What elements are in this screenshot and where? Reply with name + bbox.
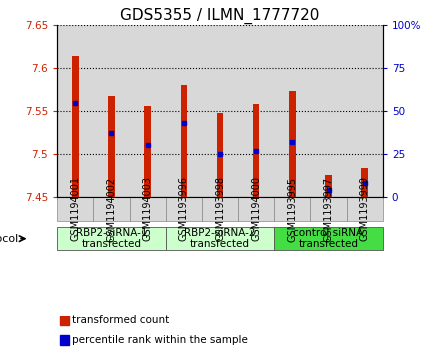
Bar <box>238 197 274 221</box>
Title: GDS5355 / ILMN_1777720: GDS5355 / ILMN_1777720 <box>120 8 320 24</box>
Bar <box>57 197 93 221</box>
Bar <box>60 315 69 325</box>
Bar <box>60 335 69 345</box>
Text: RBP2-siRNA-1
transfected: RBP2-siRNA-1 transfected <box>76 228 147 249</box>
Text: GSM1194002: GSM1194002 <box>106 176 117 241</box>
Bar <box>202 25 238 197</box>
Bar <box>57 25 93 197</box>
Bar <box>311 197 347 221</box>
Text: GSM1193999: GSM1193999 <box>360 176 370 241</box>
Text: GSM1194000: GSM1194000 <box>251 176 261 241</box>
Text: GSM1193997: GSM1193997 <box>323 176 334 241</box>
Bar <box>289 91 296 197</box>
Bar <box>166 227 274 250</box>
Text: GSM1193995: GSM1193995 <box>287 176 297 241</box>
Bar <box>108 96 115 197</box>
Bar <box>144 106 151 197</box>
Bar <box>180 85 187 197</box>
Bar <box>274 227 383 250</box>
Bar <box>274 197 311 221</box>
Bar <box>72 56 79 197</box>
Bar <box>93 197 129 221</box>
Bar <box>166 25 202 197</box>
Bar <box>166 197 202 221</box>
Text: GSM1193998: GSM1193998 <box>215 176 225 241</box>
Bar <box>325 175 332 197</box>
Bar <box>274 25 311 197</box>
Bar <box>57 227 166 250</box>
Bar <box>347 197 383 221</box>
Text: protocol: protocol <box>0 234 18 244</box>
Bar <box>129 197 166 221</box>
Bar <box>129 25 166 197</box>
Text: RBP2-siRNA-2
transfected: RBP2-siRNA-2 transfected <box>184 228 256 249</box>
Text: GSM1193996: GSM1193996 <box>179 176 189 241</box>
Text: control siRNA
transfected: control siRNA transfected <box>293 228 363 249</box>
Bar <box>361 168 368 197</box>
Bar <box>93 25 129 197</box>
Bar <box>311 25 347 197</box>
Text: transformed count: transformed count <box>72 315 169 325</box>
Bar <box>347 25 383 197</box>
Bar <box>253 104 260 197</box>
Text: GSM1194001: GSM1194001 <box>70 176 80 241</box>
Bar <box>217 113 223 197</box>
Bar <box>238 25 274 197</box>
Bar <box>202 197 238 221</box>
Text: GSM1194003: GSM1194003 <box>143 176 153 241</box>
Text: percentile rank within the sample: percentile rank within the sample <box>72 335 248 345</box>
